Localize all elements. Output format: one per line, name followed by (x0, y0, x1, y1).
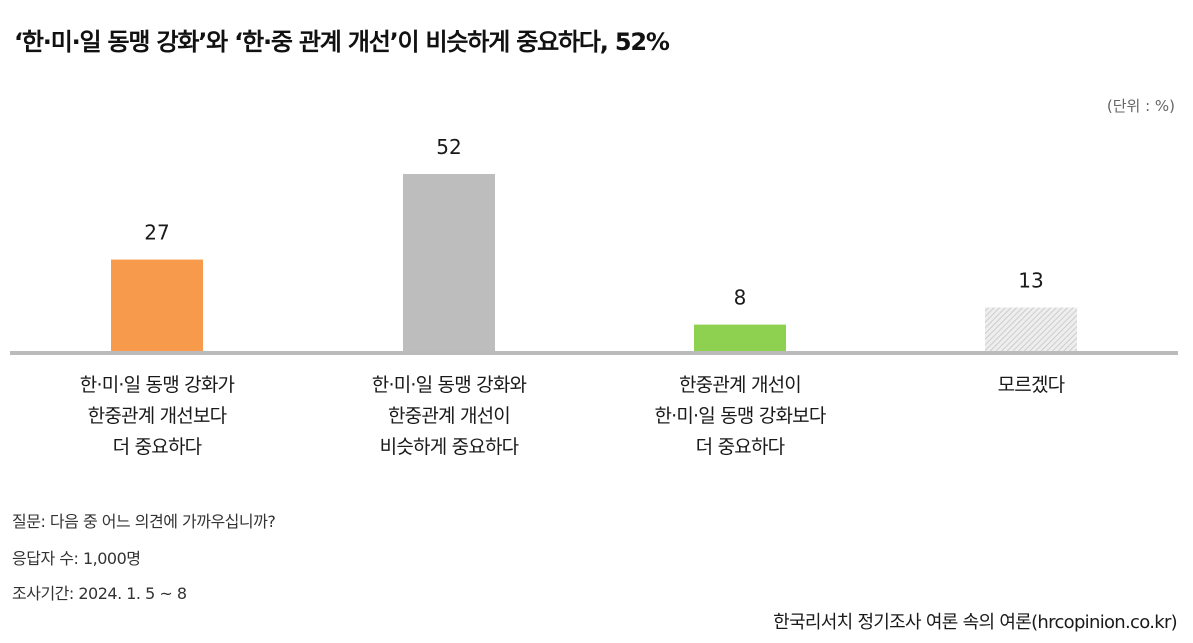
category-label-line: 모르겠다 (997, 374, 1066, 396)
category-label-line: 한중관계 개선보다 (87, 405, 227, 427)
category-label-line: 더 중요하다 (112, 436, 202, 458)
value-label-4: 13 (1018, 269, 1043, 293)
period-note: 조사기간: 2024. 1. 5 ~ 8 (12, 584, 187, 603)
bar-2 (403, 174, 495, 352)
category-label-line: 더 중요하다 (695, 436, 785, 458)
value-label-1: 27 (144, 221, 169, 245)
respondents-note: 응답자 수: 1,000명 (12, 549, 141, 568)
category-label-line: 비슷하게 중요하다 (379, 436, 519, 458)
bar-3 (694, 324, 786, 352)
source-credit: 한국리서치 정기조사 여론 속의 여론(hrcopinion.co.kr) (773, 612, 1178, 633)
category-label-line: 한중관계 개선이 (387, 405, 511, 427)
question-note: 질문: 다음 중 어느 의견에 가까우십니까? (12, 512, 276, 531)
value-label-2: 52 (436, 135, 461, 159)
category-label-line: 한중관계 개선이 (678, 374, 802, 396)
category-label-line: 한·미·일 동맹 강화가 (79, 374, 235, 396)
category-label-4: 모르겠다 (911, 370, 1151, 401)
value-label-3: 8 (734, 286, 747, 310)
category-label-line: 한·미·일 동맹 강화와 (371, 374, 527, 396)
category-label-line: 한·미·일 동맹 강화보다 (654, 405, 826, 427)
chart-title: ‘한·미·일 동맹 강화’와 ‘한·중 관계 개선’이 비슷하게 중요하다, 5… (14, 28, 670, 56)
unit-label: (단위 : %) (1106, 97, 1175, 115)
bar-4 (985, 307, 1077, 352)
bar-1 (111, 259, 203, 352)
